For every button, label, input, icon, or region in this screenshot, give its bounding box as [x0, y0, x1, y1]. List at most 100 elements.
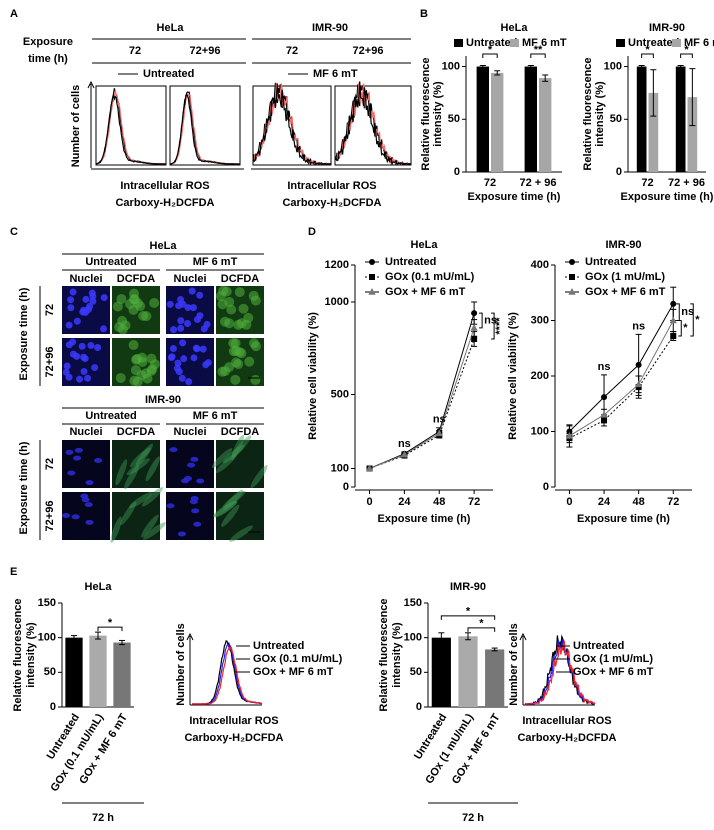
x-tick-label: 24	[598, 496, 611, 508]
nucleus	[203, 320, 211, 328]
cell-signal	[226, 304, 237, 315]
bar	[687, 97, 698, 172]
time-label: 72	[44, 304, 56, 316]
panel-letter: A	[10, 8, 18, 20]
y-tick-label: 50	[410, 666, 422, 678]
y-tick-label: 1200	[325, 259, 349, 271]
cell-signal	[120, 501, 137, 526]
time-label: 72+96	[190, 45, 221, 57]
marker	[670, 333, 677, 340]
series-line	[369, 338, 475, 469]
sig-label: ****	[494, 317, 506, 335]
histogram-trace	[192, 640, 263, 705]
cell-signal	[124, 464, 140, 490]
cell-signal	[232, 435, 252, 457]
channel: DCFDA	[117, 426, 156, 438]
chart-title: IMR-90	[450, 581, 486, 593]
cell-signal	[222, 444, 245, 464]
cell-signal	[224, 362, 235, 373]
chart-title: IMR-90	[605, 239, 641, 251]
sig-label: *	[466, 606, 471, 618]
nucleus	[89, 292, 97, 300]
sig-label: ns	[681, 306, 694, 318]
y-axis-label: Number of cells	[70, 85, 82, 168]
channel: Nuclei	[173, 426, 206, 438]
y-tick-label: 300	[531, 314, 549, 326]
marker	[471, 336, 478, 342]
y-tick-label: 400	[531, 259, 549, 271]
y-axis-label: Relative fluorescence	[420, 57, 432, 170]
marker	[635, 380, 643, 388]
panel-letter: D	[308, 226, 316, 238]
row-label: time (h)	[28, 53, 68, 65]
nucleus	[82, 295, 90, 303]
cell-signal	[141, 514, 159, 538]
histogram-trace	[96, 88, 166, 165]
sig-bracket	[467, 627, 496, 632]
cell-signal	[129, 447, 151, 468]
nucleus	[175, 368, 183, 376]
cell-signal	[244, 356, 255, 367]
x-axis-label: Exposure time (h)	[378, 513, 471, 525]
legend-swatch	[616, 39, 625, 47]
nucleus	[84, 502, 93, 508]
nucleus	[85, 480, 94, 486]
histogram-box	[252, 85, 332, 166]
cell-signal	[229, 525, 253, 542]
nucleus	[87, 341, 95, 349]
sig-bracket	[676, 303, 680, 321]
sig-label: **	[534, 44, 543, 56]
series-line	[569, 303, 674, 432]
chart-title: HeLa	[85, 581, 113, 593]
cell-signal	[230, 338, 241, 349]
micrograph	[166, 492, 214, 540]
cell-line: IMR-90	[312, 22, 348, 34]
y-tick-label: 100	[531, 425, 549, 437]
marker	[635, 361, 642, 368]
row-label: Exposure	[23, 36, 73, 48]
group-label: 72 h	[462, 812, 484, 824]
legend-label: MF 6 mT	[684, 37, 714, 49]
nucleus	[167, 354, 175, 362]
nucleus	[184, 320, 192, 328]
marker	[470, 323, 478, 331]
nucleus	[190, 456, 199, 462]
nucleus	[89, 297, 97, 305]
legend-label: GOx + MF 6 mT	[585, 286, 666, 298]
cell-signal	[249, 338, 260, 349]
bar	[113, 642, 131, 707]
sig-bracket	[491, 312, 495, 340]
nucleus	[188, 287, 196, 295]
nucleus	[91, 364, 99, 372]
panel-letter: C	[10, 226, 18, 238]
marker	[569, 259, 575, 265]
y-tick-label: 0	[543, 481, 549, 493]
y-tick-label: 150	[404, 597, 422, 609]
cell-signal	[120, 320, 131, 331]
sig-bracket	[680, 53, 693, 58]
cell-signal	[215, 453, 237, 474]
cell-signal	[128, 340, 139, 351]
nucleus	[63, 362, 71, 370]
legend-label: Untreated	[385, 256, 436, 268]
nucleus	[166, 503, 175, 509]
nucleus	[80, 368, 88, 376]
channel: DCFDA	[117, 273, 156, 285]
y-axis-label: intensity (%)	[391, 622, 403, 688]
nucleus	[67, 296, 75, 304]
legend-label: GOx (0.1 mU/mL)	[385, 271, 475, 283]
legend-label: GOx + MF 6 mT	[253, 666, 334, 678]
x-tick-label: 0	[366, 496, 372, 508]
sig-label: *	[684, 44, 689, 56]
time-label: 72	[44, 458, 56, 470]
legend-swatch	[454, 39, 463, 47]
y-axis-label: Relative cell viability (%)	[507, 312, 519, 440]
y-axis-label: Exposure time (h)	[18, 441, 30, 534]
time-label: 72	[286, 45, 298, 57]
x-tick-label: 72	[484, 177, 496, 189]
nucleus	[65, 341, 73, 349]
cell-signal	[214, 500, 238, 518]
cell-signal	[115, 372, 126, 383]
x-tick-label: 72	[667, 496, 679, 508]
cell-signal	[129, 288, 140, 299]
